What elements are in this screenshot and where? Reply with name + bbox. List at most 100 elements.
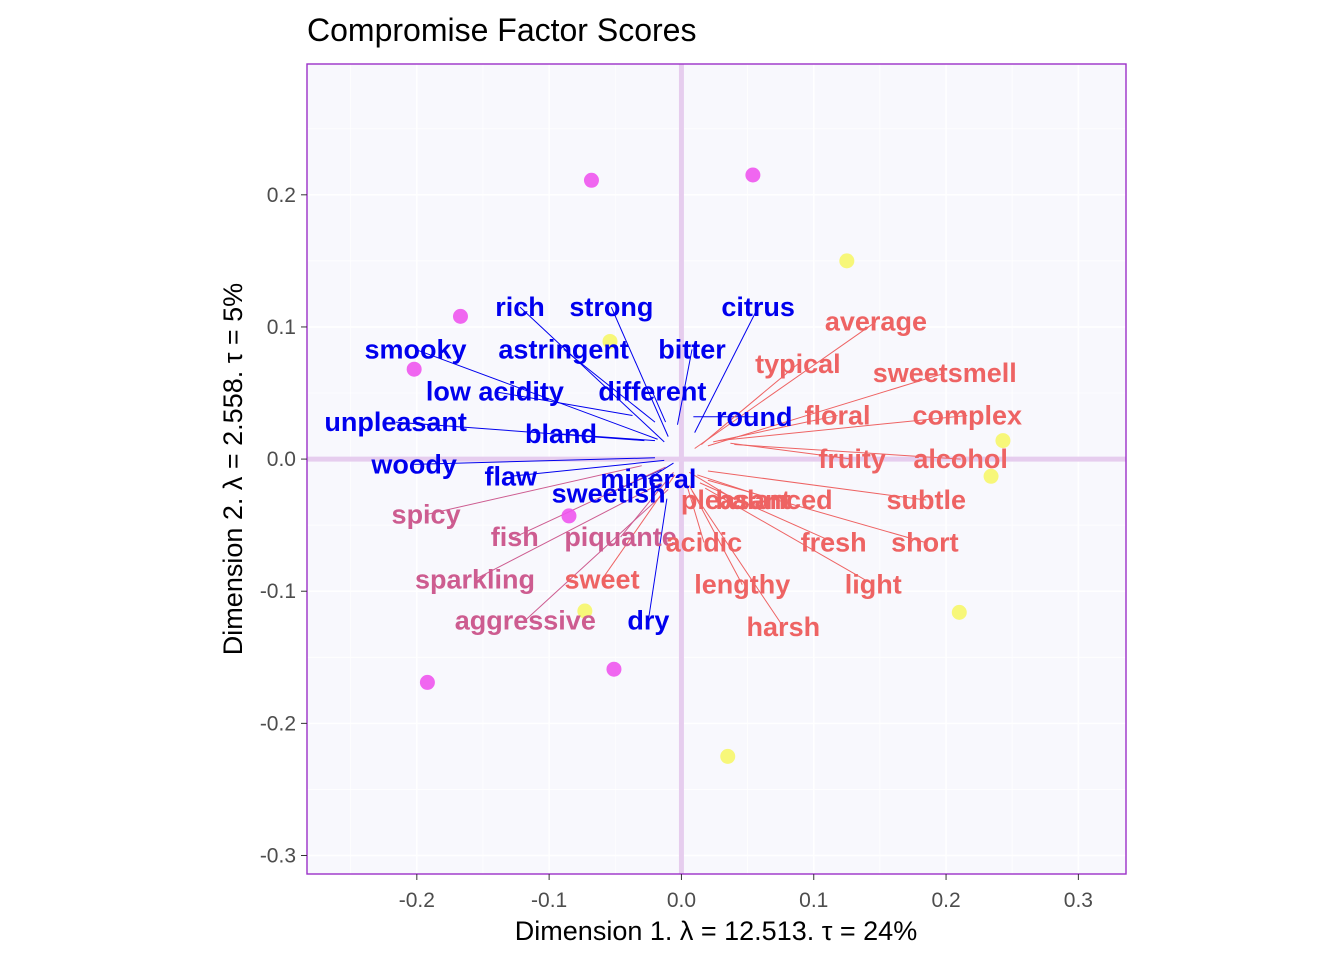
y-tick-label: 0.1 bbox=[267, 316, 296, 339]
variable-label: citrus bbox=[721, 292, 795, 322]
connector-line bbox=[414, 457, 655, 465]
connector-line bbox=[647, 498, 668, 621]
variable-label: different bbox=[598, 377, 706, 407]
yellow-observation-point bbox=[602, 333, 618, 349]
variable-label: bitter bbox=[658, 334, 726, 364]
connector-line bbox=[699, 482, 834, 543]
variable-label: alcohol bbox=[913, 444, 1008, 474]
variable-label: sparkling bbox=[415, 564, 535, 594]
connector-line bbox=[519, 306, 665, 443]
connector-line bbox=[494, 391, 633, 416]
connector-line bbox=[620, 471, 674, 538]
variable-label: acidic bbox=[666, 527, 743, 557]
magenta-observation-point bbox=[583, 172, 599, 188]
connector-line bbox=[734, 444, 961, 460]
connector-line bbox=[694, 306, 759, 433]
yellow-observation-point bbox=[983, 468, 999, 484]
connector-line bbox=[524, 489, 669, 621]
variable-label: aggressive bbox=[455, 605, 596, 635]
x-tick-label: -0.2 bbox=[399, 889, 435, 912]
connector-line bbox=[694, 321, 877, 449]
variable-label: flaw bbox=[484, 461, 538, 491]
variable-label: fresh bbox=[801, 527, 867, 557]
label-connector-lines bbox=[395, 306, 968, 628]
variable-label: round bbox=[716, 402, 792, 432]
x-tick-label: -0.1 bbox=[531, 889, 567, 912]
variable-label: smooky bbox=[364, 334, 466, 364]
variable-label: short bbox=[891, 527, 959, 557]
connector-line bbox=[707, 479, 926, 543]
variable-label: unpleasant bbox=[324, 407, 467, 437]
magenta-observation-point bbox=[745, 167, 761, 183]
variable-label: pleasant bbox=[681, 485, 791, 515]
yellow-observation-point bbox=[577, 603, 593, 619]
connector-line bbox=[676, 349, 693, 425]
connector-line bbox=[395, 421, 645, 442]
connector-line bbox=[700, 363, 799, 445]
connector-line bbox=[514, 466, 666, 538]
connector-line bbox=[713, 414, 838, 443]
variable-label: typical bbox=[755, 349, 841, 379]
connector-line bbox=[691, 490, 784, 628]
connector-line bbox=[474, 482, 662, 580]
connector-line bbox=[415, 348, 658, 440]
variable-label: mineral bbox=[600, 464, 696, 494]
variable-label: spicy bbox=[392, 500, 461, 530]
variable-label: floral bbox=[805, 400, 871, 430]
connector-line bbox=[610, 306, 669, 437]
variable-labels: rich strong citrus smooky astringent bitter lo… bbox=[324, 292, 1022, 642]
variable-label: woody bbox=[370, 449, 457, 479]
chart-title: Compromise Factor Scores bbox=[307, 12, 696, 48]
variable-label: sweetsmell bbox=[873, 358, 1017, 388]
yellow-observation-point bbox=[839, 253, 855, 269]
connector-line bbox=[705, 487, 874, 586]
connector-line bbox=[563, 349, 656, 423]
magenta-observation-point bbox=[452, 308, 468, 324]
connector-line bbox=[561, 433, 656, 442]
variable-label: subtle bbox=[886, 485, 966, 515]
yellow-observation-point bbox=[720, 748, 736, 764]
x-axis-title: Dimension 1. λ = 12.513. τ = 24% bbox=[515, 916, 917, 946]
panel-border bbox=[306, 63, 1127, 875]
variable-label: harsh bbox=[747, 612, 821, 642]
magenta-observation-point bbox=[606, 661, 622, 677]
y-axis-ticks: 0.2 0.1 0.0 -0.1 -0.2 -0.3 bbox=[260, 184, 307, 868]
connector-line bbox=[648, 462, 674, 480]
variable-label: low acidity bbox=[426, 377, 564, 407]
y-tick-label: 0.2 bbox=[267, 184, 296, 207]
variable-label: complex bbox=[912, 400, 1022, 430]
y-tick-label: -0.2 bbox=[260, 712, 296, 735]
y-tick-label: -0.3 bbox=[260, 845, 296, 868]
connector-line bbox=[425, 465, 642, 516]
variable-label: astringent bbox=[498, 334, 629, 364]
variable-label: rich bbox=[495, 292, 545, 322]
connector-line bbox=[707, 372, 945, 447]
variable-label: sweetish bbox=[552, 478, 666, 508]
connector-line bbox=[688, 485, 743, 585]
connector-line bbox=[707, 470, 927, 501]
x-tick-label: 0.0 bbox=[667, 889, 696, 912]
variable-label: piquante bbox=[564, 522, 677, 552]
x-tick-label: 0.1 bbox=[799, 889, 828, 912]
variable-label: light bbox=[845, 570, 902, 600]
variable-label: dry bbox=[627, 605, 669, 635]
y-tick-label: 0.0 bbox=[267, 448, 296, 471]
variable-label: balanced bbox=[716, 485, 833, 515]
variable-label: average bbox=[825, 307, 927, 337]
x-axis-ticks: -0.2 -0.1 0.0 0.1 0.2 0.3 bbox=[399, 874, 1093, 912]
connector-line bbox=[651, 391, 667, 423]
connector-line bbox=[510, 459, 665, 477]
observation-points bbox=[406, 167, 1011, 764]
minor-gridlines bbox=[307, 64, 1126, 874]
variable-label: sweet bbox=[565, 564, 640, 594]
connector-line bbox=[601, 474, 676, 580]
yellow-observation-point bbox=[995, 433, 1011, 449]
magenta-observation-point bbox=[406, 361, 422, 377]
magenta-observation-point bbox=[561, 508, 577, 524]
x-tick-label: 0.3 bbox=[1064, 889, 1093, 912]
yellow-observation-point bbox=[951, 604, 967, 620]
x-tick-label: 0.2 bbox=[931, 889, 960, 912]
y-axis-title: Dimension 2. λ = 2.558. τ = 5% bbox=[218, 283, 248, 655]
variable-label: lengthy bbox=[694, 570, 790, 600]
